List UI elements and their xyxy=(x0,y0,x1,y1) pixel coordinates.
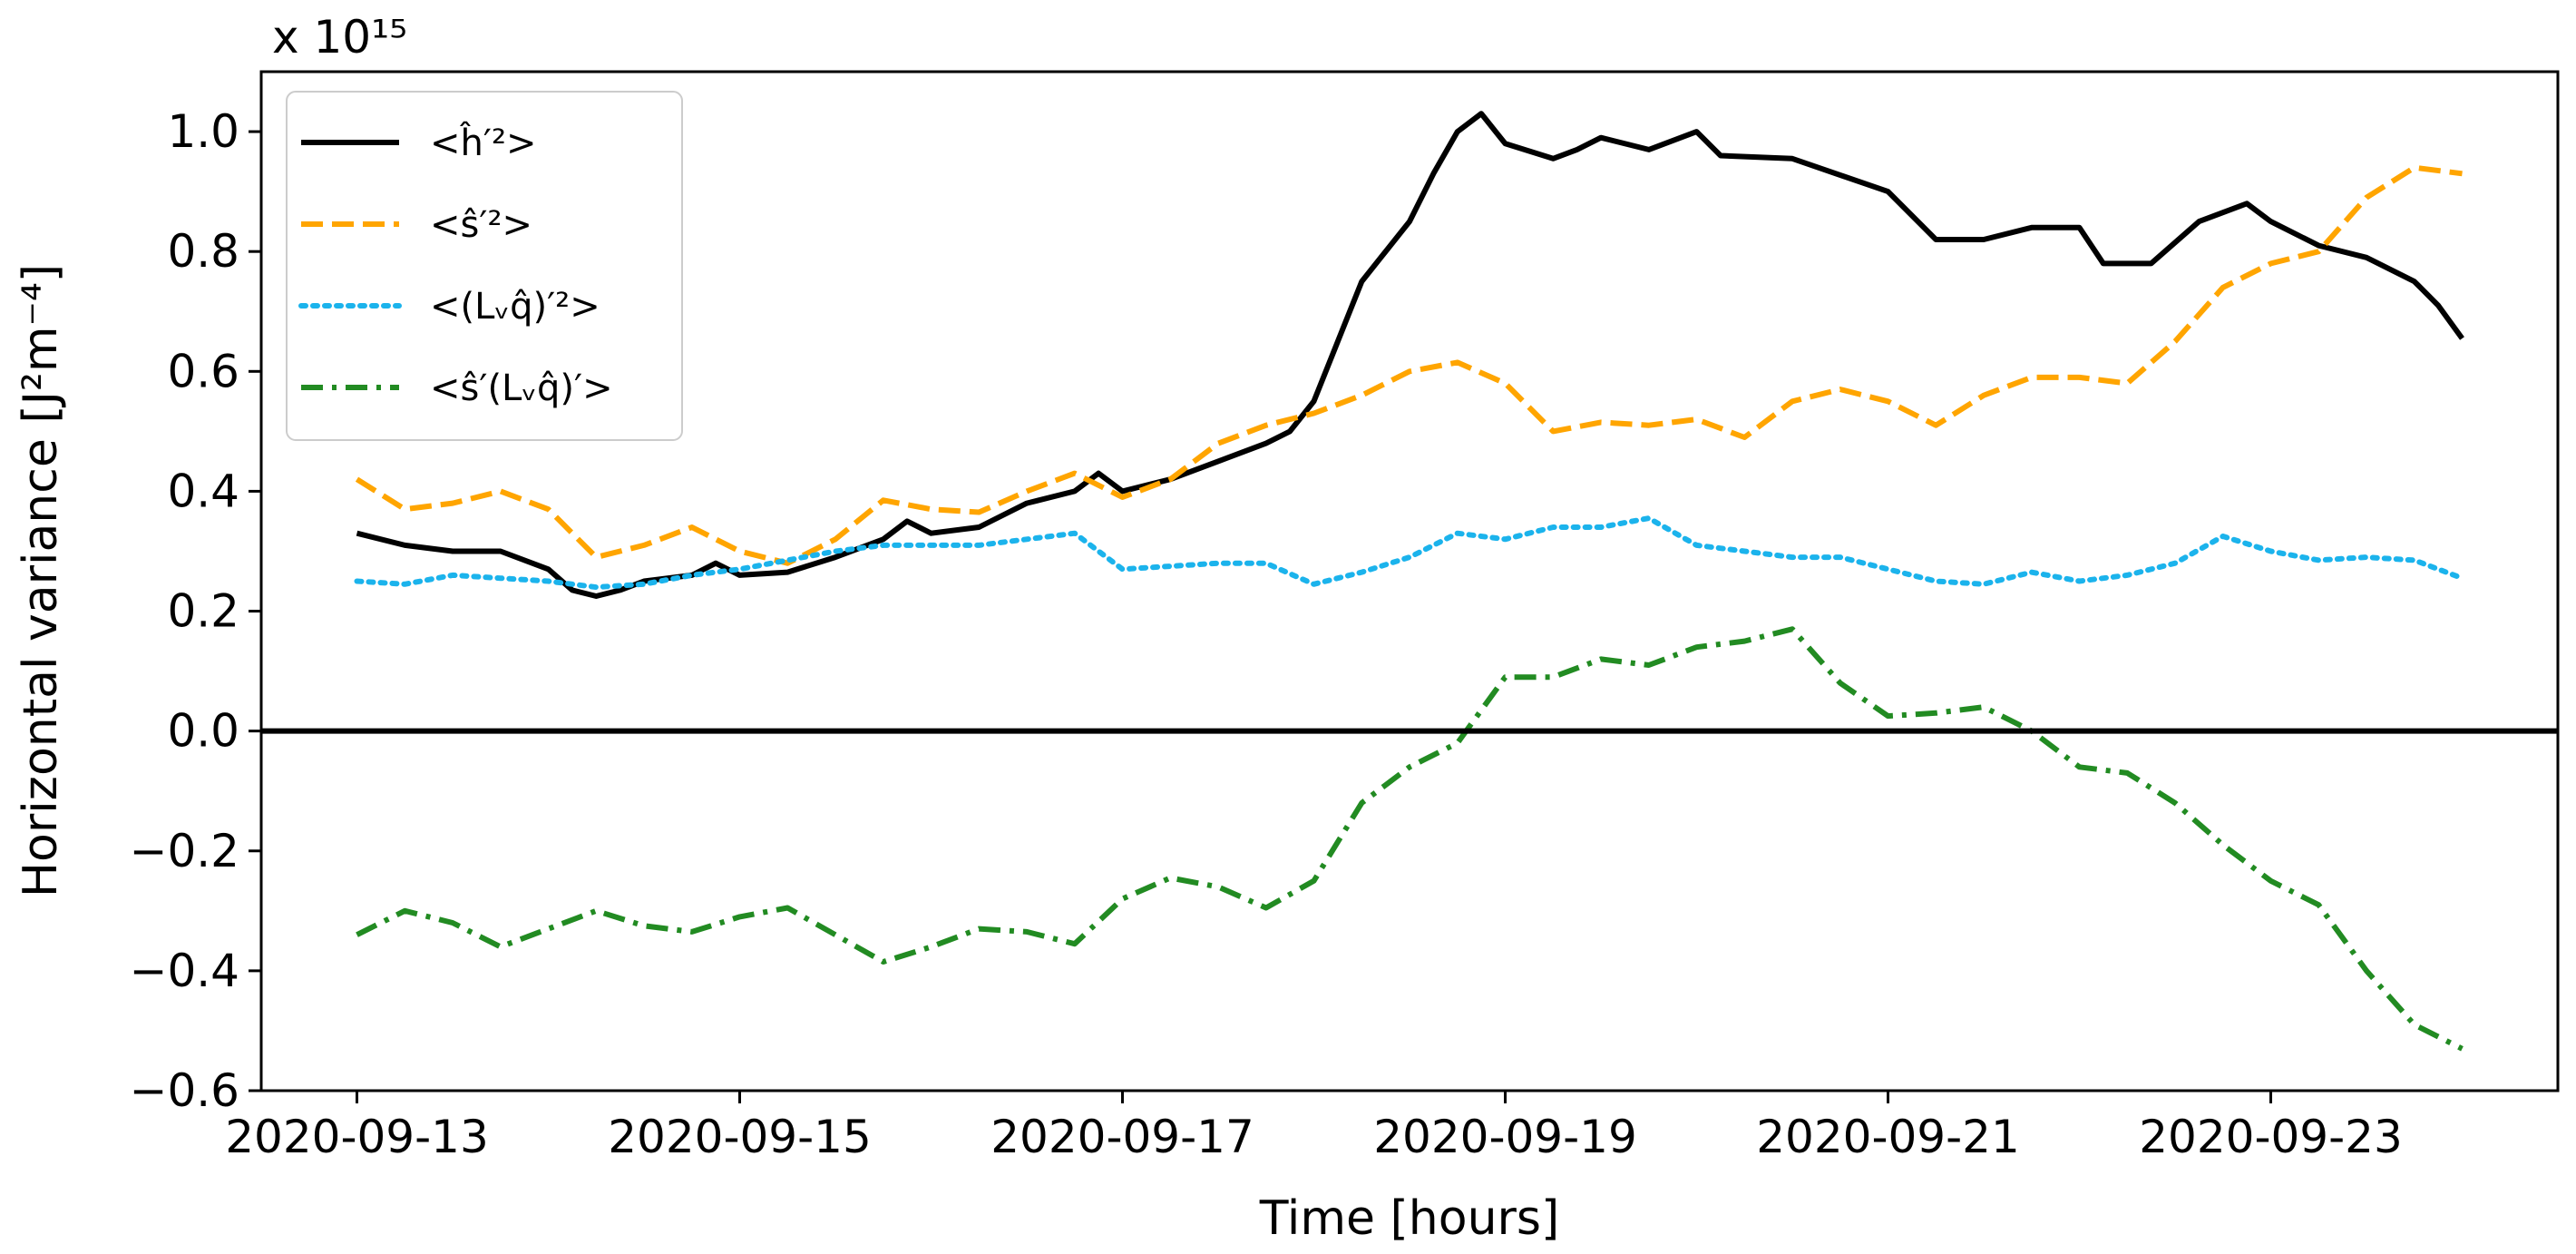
series-layer xyxy=(354,111,2465,1052)
y-axis: 1.0 0.8 0.6 0.4 0.2 0.0 −0.2 −0.4 −0.6 xyxy=(130,105,261,1117)
series-line-2 xyxy=(355,164,2463,566)
y-tick-label: 0.8 xyxy=(167,225,239,278)
legend-label-4: <ŝ′(Lᵥq̂)′> xyxy=(430,367,613,409)
legend-label-3: <(Lᵥq̂)′²> xyxy=(430,286,600,328)
y-multiplier: x 10¹⁵ xyxy=(272,11,407,64)
y-tick-label: −0.4 xyxy=(130,945,239,997)
legend-label-2: <ŝ′²> xyxy=(430,204,532,246)
x-axis-label: Time [hours] xyxy=(1259,1191,1560,1246)
x-tick-label: 2020-09-13 xyxy=(225,1111,489,1163)
legend-label-1: <ĥ′²> xyxy=(430,121,537,164)
x-tick-label: 2020-09-23 xyxy=(2139,1111,2403,1163)
x-tick-label: 2020-09-17 xyxy=(990,1111,1254,1163)
legend: <ĥ′²> <ŝ′²> <(Lᵥq̂)′²> <ŝ′(Lᵥq̂)′> xyxy=(286,91,683,441)
y-axis-label: Horizontal variance [J²m⁻⁴] xyxy=(14,264,68,897)
y-tick-label: 0.2 xyxy=(167,585,239,638)
y-tick-label: 0.6 xyxy=(167,345,239,397)
y-tick-label: −0.6 xyxy=(130,1064,239,1117)
legend-box xyxy=(286,91,683,441)
y-tick-label: −0.2 xyxy=(130,825,239,877)
y-tick-label: 1.0 xyxy=(167,105,239,158)
y-tick-label: 0.0 xyxy=(167,705,239,758)
x-axis: 2020-09-13 2020-09-15 2020-09-17 2020-09-19… xyxy=(225,1091,2403,1163)
plot-frame xyxy=(259,70,2560,1092)
series-line-3 xyxy=(354,515,2465,591)
x-tick-label: 2020-09-15 xyxy=(608,1111,872,1163)
x-tick-label: 2020-09-21 xyxy=(1756,1111,2020,1163)
series-line-1 xyxy=(356,111,2464,599)
y-tick-label: 0.4 xyxy=(167,465,239,517)
x-tick-label: 2020-09-19 xyxy=(1373,1111,1637,1163)
series-line-4 xyxy=(356,626,2464,1052)
